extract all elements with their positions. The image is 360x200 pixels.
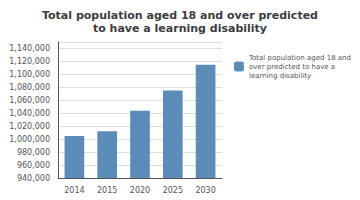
svg-text:980,000: 980,000: [17, 148, 50, 157]
svg-text:Total population aged 18 and: Total population aged 18 and: [248, 54, 351, 62]
svg-text:2030: 2030: [195, 186, 215, 195]
svg-text:1,040,000: 1,040,000: [9, 109, 50, 118]
svg-text:2020: 2020: [130, 186, 150, 195]
svg-text:Total population aged 18 and o: Total population aged 18 and over predic…: [42, 9, 318, 22]
svg-text:over predicted to have a: over predicted to have a: [249, 63, 335, 71]
svg-text:1,080,000: 1,080,000: [9, 83, 50, 92]
svg-text:2014: 2014: [64, 186, 84, 195]
svg-text:learning disability: learning disability: [249, 72, 311, 80]
svg-text:1,020,000: 1,020,000: [9, 122, 50, 131]
svg-text:1,000,000: 1,000,000: [9, 135, 50, 144]
svg-text:940,000: 940,000: [17, 174, 50, 183]
svg-text:2015: 2015: [97, 186, 117, 195]
svg-text:to have a learning disability: to have a learning disability: [93, 22, 267, 35]
svg-text:1,100,000: 1,100,000: [9, 70, 50, 79]
svg-text:960,000: 960,000: [17, 161, 50, 170]
svg-text:1,140,000: 1,140,000: [9, 44, 50, 53]
svg-text:2025: 2025: [163, 186, 183, 195]
svg-text:1,060,000: 1,060,000: [9, 96, 50, 105]
svg-text:1,120,000: 1,120,000: [9, 57, 50, 66]
